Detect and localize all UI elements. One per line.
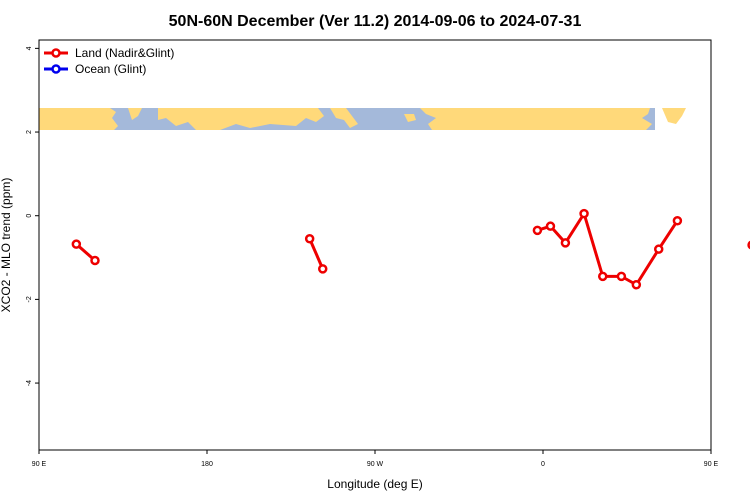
data-point — [304, 233, 315, 244]
chart-title: 50N-60N December (Ver 11.2) 2014-09-06 t… — [169, 13, 582, 30]
legend-marker-land — [51, 48, 61, 58]
legend-label-land: Land (Nadir&Glint) — [75, 46, 174, 60]
y-tick-label: -2 — [26, 296, 33, 302]
data-point — [579, 208, 589, 219]
data-point — [560, 238, 571, 248]
data-point — [532, 225, 543, 236]
map-land-east — [662, 108, 686, 124]
y-tick-label: 2 — [26, 130, 33, 134]
data-point — [71, 239, 82, 249]
x-tick-label: 180 — [201, 461, 213, 468]
y-axis: 4 2 0 -2 -4 — [26, 46, 39, 386]
map-land-labrador — [330, 108, 358, 128]
map-land-america — [158, 108, 324, 130]
map-land-europe — [420, 108, 652, 130]
y-tick-label: 0 — [26, 214, 33, 218]
x-axis-label: Longitude (deg E) — [327, 477, 422, 491]
map-strip — [39, 108, 686, 130]
series-layer — [71, 208, 750, 290]
y-tick-label: 4 — [26, 46, 33, 50]
x-tick-label: 90 E — [704, 461, 719, 468]
legend-label-ocean: Ocean (Glint) — [75, 62, 146, 76]
map-land-kamchatka — [128, 108, 142, 120]
map-land-siberia — [39, 108, 118, 130]
data-point — [672, 215, 683, 226]
data-point — [90, 255, 100, 266]
x-axis: 90 E 180 90 W 0 90 E — [32, 450, 719, 468]
x-tick-label: 90 E — [32, 461, 47, 468]
data-point — [317, 264, 328, 274]
data-point — [545, 221, 556, 231]
series-0 — [71, 208, 750, 290]
y-tick-label: -4 — [26, 380, 33, 386]
y-axis-label: XCO2 - MLO trend (ppm) — [0, 178, 13, 313]
legend-item-land: Land (Nadir&Glint) — [44, 46, 174, 60]
data-point — [597, 271, 608, 282]
legend: Land (Nadir&Glint) Ocean (Glint) — [44, 46, 174, 76]
data-point — [631, 279, 642, 290]
plot-frame — [38, 39, 712, 451]
legend-item-ocean: Ocean (Glint) — [44, 62, 146, 76]
map-land-island — [404, 114, 416, 122]
series-line — [308, 238, 325, 270]
legend-marker-ocean — [51, 64, 61, 74]
data-point — [653, 244, 664, 254]
x-tick-label: 90 W — [367, 461, 384, 468]
x-tick-label: 0 — [541, 461, 545, 468]
data-point — [616, 271, 627, 282]
